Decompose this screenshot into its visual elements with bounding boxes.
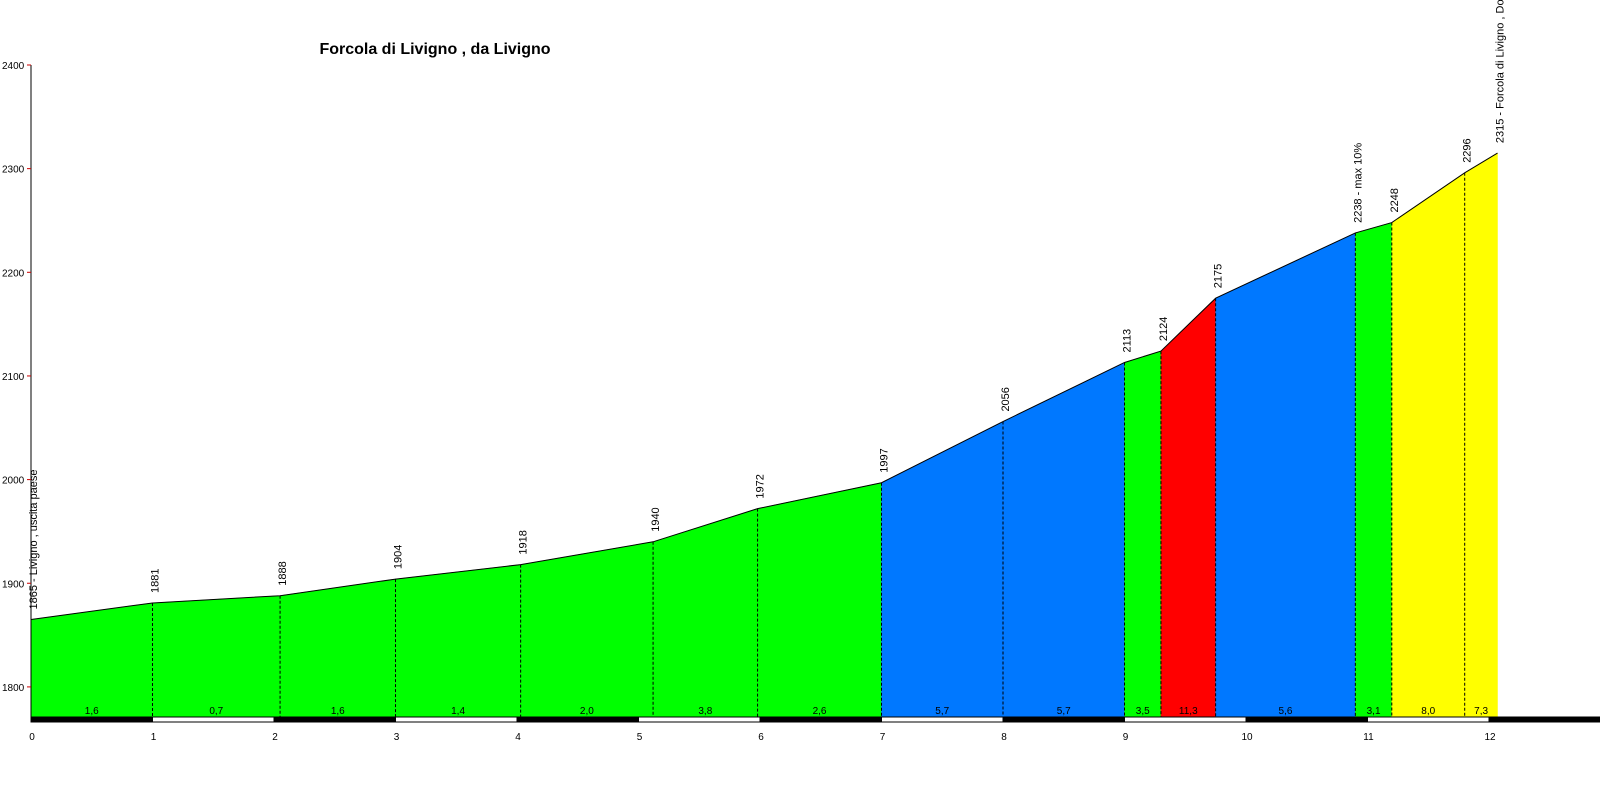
elevation-label: 1997 [879,448,891,472]
elevation-label: 2124 [1158,317,1170,341]
elevation-label: 2175 [1213,264,1225,288]
segment-area [395,564,521,719]
segment-area [1160,297,1216,719]
profile-line [30,152,1498,621]
segment-area [520,541,654,719]
grade-label: 0,7 [209,706,223,717]
segment-area [1355,222,1393,719]
y-tick-label: 2200 [2,268,25,279]
segment-area [1124,350,1162,719]
distance-bar [30,716,1600,723]
x-tick-label: 5 [637,732,643,743]
segment-area [881,421,1004,719]
segment-area [279,578,396,719]
grade-labels: 1,6 0,7 1,6 1,4 2,0 3,8 2,6 5,7 5,7 3,5 11,3 5,6 3,1… [85,706,1489,717]
segment-area [1215,232,1356,719]
grade-label: 1,6 [85,706,99,717]
grade-label: 5,7 [1057,706,1071,717]
distance-bar-km [30,716,153,723]
distance-bar-km [152,716,275,723]
elevation-label: 1865 - Livigno , uscita paese [28,469,40,609]
y-tick-label: 2300 [2,165,25,176]
grade-label: 3,1 [1367,706,1381,717]
grade-label: 2,6 [813,706,827,717]
grade-label: 11,3 [1179,706,1198,717]
distance-bar-km [1488,716,1600,723]
grade-label: 7,3 [1474,706,1488,717]
elevation-label: 1904 [393,545,405,569]
distance-bar-km [395,716,518,723]
distance-bar-km [273,716,396,723]
grade-label: 3,5 [1136,706,1150,717]
y-axis: 1800 1900 2000 2100 2200 2300 2400 [2,61,32,717]
distance-bar-km [759,716,882,723]
x-tick-label: 1 [151,732,157,743]
x-tick-label: 9 [1123,732,1129,743]
grade-label: 3,8 [698,706,712,717]
elevation-labels: 1865 - Livigno , uscita paese 1881 1888 190… [28,0,1507,610]
grade-label: 2,0 [580,706,594,717]
elevation-label: 2056 [1000,387,1012,411]
grade-label: 8,0 [1421,706,1435,717]
segment-area [652,508,758,719]
elevation-label: 1940 [650,507,662,531]
grade-label: 5,7 [935,706,949,717]
segment-dividers [152,172,1466,718]
x-tick-label: 6 [758,732,764,743]
elevation-label: 2248 [1389,188,1401,212]
x-tick-label: 8 [1001,732,1007,743]
y-tick-label: 1800 [2,683,25,694]
x-axis: 0 1 2 3 4 5 6 7 8 9 10 11 12 [29,732,1496,743]
profile-outline [30,152,1498,621]
grade-label: 1,6 [331,706,345,717]
elevation-label: 1972 [755,474,767,498]
x-tick-label: 7 [880,732,886,743]
distance-bar-km [881,716,1004,723]
distance-bar-km [516,716,639,723]
x-tick-label: 2 [272,732,278,743]
x-tick-label: 10 [1241,732,1253,743]
y-tick-label: 2000 [2,476,25,487]
segment-area [1391,172,1465,719]
grade-label: 1,4 [451,706,465,717]
elevation-label: 2315 - Forcola di Livigno , Dog [1495,0,1507,143]
chart-title: Forcola di Livigno , da Livigno [319,41,550,58]
elevation-label: 1881 [150,568,162,592]
x-tick-label: 4 [515,732,521,743]
distance-bar-km [1002,716,1125,723]
distance-bar-km [638,716,761,723]
x-tick-label: 11 [1363,732,1374,743]
y-tick-label: 2400 [2,61,25,72]
y-tick-label: 2100 [2,372,25,383]
elevation-label: 1888 [277,561,289,585]
distance-bar-km [1367,716,1490,723]
elevation-label: 2238 - max 10% [1352,143,1364,223]
grade-label: 5,6 [1279,706,1293,717]
distance-bar-km [1245,716,1368,723]
x-tick-label: 3 [394,732,400,743]
x-tick-label: 12 [1484,732,1496,743]
elevation-label: 2296 [1462,138,1474,162]
x-tick-label: 0 [29,732,35,743]
distance-bar-km [1124,716,1247,723]
segment-area [1002,362,1125,719]
profile-segments [30,152,1498,719]
y-tick-label: 1900 [2,579,25,590]
segment-area [152,595,281,719]
elevation-label: 2113 [1122,329,1134,353]
elevation-label: 1918 [518,530,530,554]
segment-area [1464,152,1498,719]
segment-area [757,482,882,719]
segment-area [30,602,153,719]
